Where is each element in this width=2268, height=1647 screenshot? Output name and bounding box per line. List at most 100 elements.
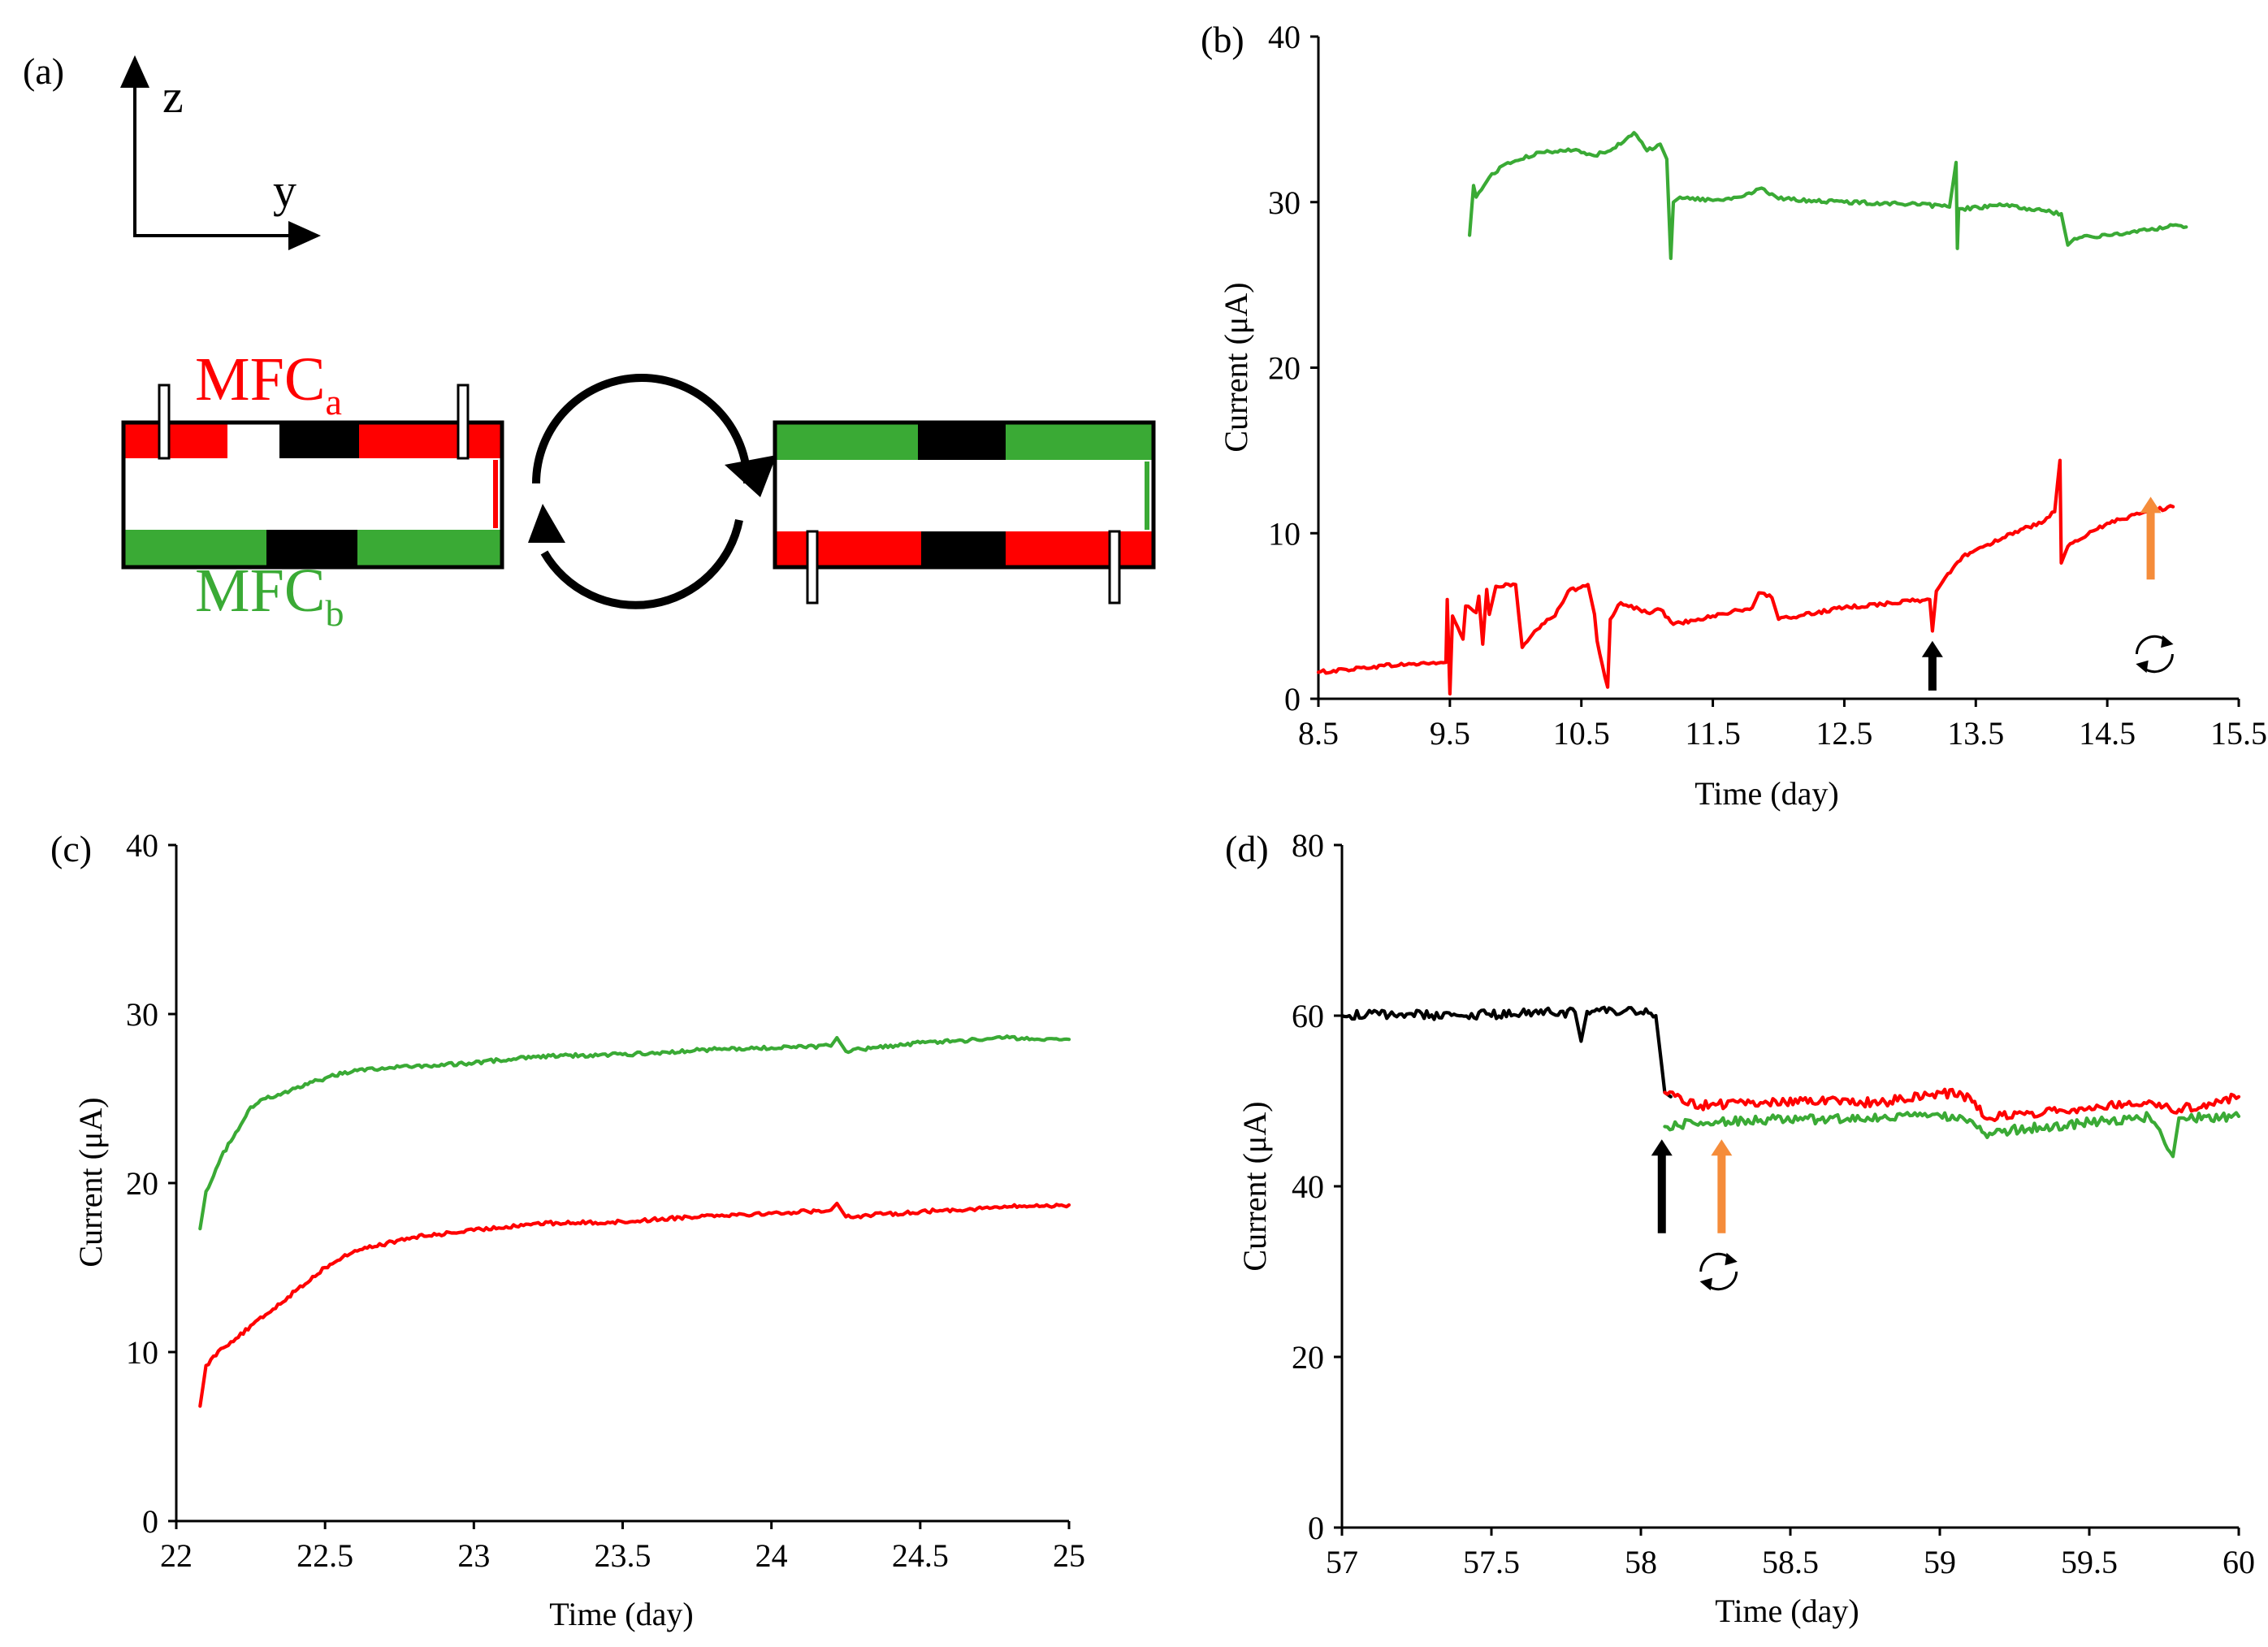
chart-b-y-tick-label: 0	[1284, 681, 1301, 717]
cycle-icon	[1699, 1252, 1738, 1291]
rotation-arc-bottom	[540, 519, 743, 609]
chart-c-x-tick-label: 23.5	[595, 1537, 651, 1574]
chart-b-x-tick-label: 13.5	[1947, 715, 2004, 752]
chart-d-markers	[1651, 1139, 1738, 1291]
z-axis-label: z	[162, 70, 184, 123]
rotation-arrows	[528, 374, 777, 609]
left-cell-frame	[121, 420, 504, 570]
chart-b-y-tick-label: 30	[1268, 184, 1301, 221]
chart-c-y-tick-label: 0	[142, 1503, 158, 1540]
chart-c-series-mfca	[198, 1201, 1071, 1408]
chart-b-series-mfca	[1316, 458, 2175, 696]
chart-b-x-tick-label: 15.5	[2210, 715, 2267, 752]
chart-d-series-mfcb	[1663, 1111, 2241, 1159]
chart-b-y-tick-label: 10	[1268, 515, 1301, 552]
right-cell	[773, 420, 1156, 605]
chart-b-y-tick-label: 20	[1268, 350, 1301, 387]
chart-d-y-tick-label: 80	[1292, 827, 1324, 864]
chart-b: (b) 8.5 9.5 10.5 11.5 12.5 13.5 14.5 15.5 0 10 20…	[1201, 19, 2267, 812]
chart-d-series-before	[1340, 1005, 1673, 1099]
chart-c: (c) 22 22.5 23 23.5 24 24.5 25 0 10 20 30 40 Time …	[50, 827, 1085, 1632]
chart-d-x-tick-label: 57.5	[1463, 1544, 1520, 1580]
chart-c-x-title: Time (day)	[549, 1596, 693, 1632]
chart-b-x-tick-label: 9.5	[1430, 715, 1470, 752]
chart-c-x-ticks: 22 22.5 23 23.5 24 24.5 25	[160, 1521, 1085, 1574]
chart-c-y-tick-label: 40	[126, 827, 158, 864]
chart-d-y-tick-label: 0	[1308, 1510, 1324, 1546]
right-anode-bottom-2	[1006, 531, 1152, 566]
right-cathode-top	[918, 424, 1006, 460]
chart-c-series-layer	[198, 1034, 1071, 1408]
chart-c-x-tick-label: 24	[755, 1537, 788, 1574]
left-anode-top-2	[359, 424, 500, 458]
chart-d-y-ticks: 0 20 40 60 80	[1292, 827, 1342, 1546]
left-tube-2	[457, 384, 470, 460]
panel-c-label: (c)	[50, 828, 92, 869]
chart-d-x-tick-label: 59	[1924, 1544, 1956, 1580]
chart-d-y-tick-label: 60	[1292, 998, 1324, 1034]
left-tube-1	[158, 384, 171, 460]
chart-c-series-mfcb	[198, 1034, 1071, 1231]
chart-b-x-tick-label: 12.5	[1816, 715, 1872, 752]
chart-d-series-layer	[1340, 1005, 2241, 1159]
y-axis-label: y	[273, 164, 296, 217]
chart-c-x-tick-label: 22	[160, 1537, 193, 1574]
chart-c-x-tick-label: 25	[1053, 1537, 1085, 1574]
chart-b-y-tick-label: 40	[1268, 19, 1301, 55]
chart-d-x-title: Time (day)	[1715, 1593, 1859, 1629]
chart-b-x-tick-label: 8.5	[1298, 715, 1339, 752]
cycle-icon	[2135, 635, 2174, 674]
left-cathode-bottom	[266, 530, 357, 566]
chart-b-x-title: Time (day)	[1695, 775, 1838, 812]
panel-a-label: (a)	[23, 50, 64, 92]
chart-d-y-tick-label: 40	[1292, 1168, 1324, 1205]
right-green-top-2	[1006, 424, 1152, 460]
rotation-arc-top	[532, 374, 751, 484]
chart-c-x-tick-label: 24.5	[892, 1537, 949, 1574]
left-cathode-top	[279, 424, 359, 458]
chart-c-y-tick-label: 30	[126, 996, 158, 1033]
panel-b-label: (b)	[1201, 19, 1244, 60]
chart-d-series-mfca	[1663, 1087, 2241, 1123]
left-green-bottom-1	[123, 530, 266, 566]
right-tube-1	[806, 530, 819, 605]
right-green-top-1	[775, 424, 918, 460]
chart-c-x-tick-label: 22.5	[296, 1537, 353, 1574]
chart-b-series-layer	[1316, 131, 2188, 696]
y-axis-arrowhead	[288, 221, 321, 250]
right-anode-bottom-1	[775, 531, 921, 566]
chart-b-x-ticks: 8.5 9.5 10.5 11.5 12.5 13.5 14.5 15.5	[1298, 699, 2267, 752]
chart-c-y-tick-label: 10	[126, 1334, 158, 1371]
right-tube-2	[1108, 530, 1121, 605]
chart-c-x-tick-label: 23	[457, 1537, 490, 1574]
chart-d-x-tick-label: 60	[2223, 1544, 2255, 1580]
chart-b-markers	[1921, 496, 2174, 691]
chart-d-x-ticks: 57 57.5 58 58.5 59 59.5 60	[1326, 1528, 2255, 1580]
chart-b-x-tick-label: 14.5	[2079, 715, 2136, 752]
chart-b-y-title: Current (μA)	[1218, 282, 1254, 452]
chart-b-orange-arrow	[2140, 496, 2162, 580]
chart-d-y-title: Current (μA)	[1236, 1101, 1273, 1271]
chart-d-y-tick-label: 20	[1292, 1339, 1324, 1376]
chart-b-x-tick-label: 10.5	[1553, 715, 1610, 752]
chart-d: (d) 57 57.5 58 58.5 59 59.5 60 0 20 40 60 80 Time …	[1225, 827, 2255, 1629]
left-green-bottom-2	[357, 530, 500, 566]
rotation-arrowhead-right	[725, 455, 777, 497]
chart-d-x-tick-label: 57	[1326, 1544, 1358, 1580]
chart-c-y-title: Current (μA)	[72, 1097, 109, 1267]
left-cell	[121, 384, 504, 570]
panel-d-label: (d)	[1225, 828, 1269, 869]
chart-d-black-arrow	[1651, 1139, 1673, 1233]
right-cell-frame	[773, 420, 1156, 570]
chart-b-x-tick-label: 11.5	[1685, 715, 1741, 752]
chart-b-y-ticks: 0 10 20 30 40	[1268, 19, 1318, 717]
chart-d-orange-arrow	[1711, 1139, 1733, 1233]
right-cathode-bottom	[921, 531, 1006, 566]
rotation-arrowhead-left	[528, 504, 565, 543]
chart-b-black-arrow	[1921, 640, 1943, 691]
chart-d-x-tick-label: 58	[1625, 1544, 1657, 1580]
chart-d-x-tick-label: 58.5	[1762, 1544, 1819, 1580]
chart-c-y-ticks: 0 10 20 30 40	[126, 827, 176, 1540]
left-anode-top-1	[123, 424, 227, 458]
